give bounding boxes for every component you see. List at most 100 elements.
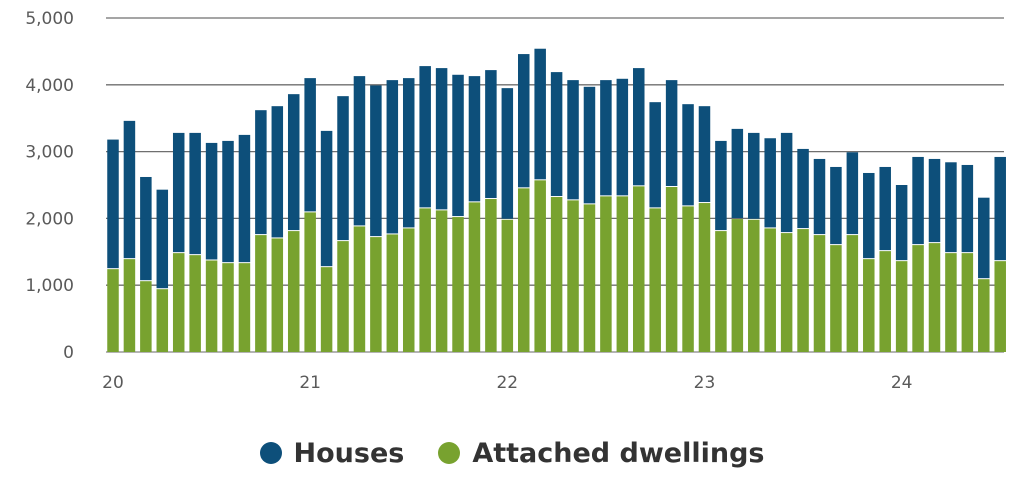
bar-houses[interactable] (583, 86, 596, 204)
bar-houses[interactable] (353, 76, 366, 226)
bar-attached-dwellings[interactable] (715, 231, 727, 352)
bar-attached-dwellings[interactable] (140, 281, 152, 352)
bar-houses[interactable] (863, 172, 875, 259)
bar-houses[interactable] (452, 74, 464, 217)
bar-houses[interactable] (813, 158, 826, 235)
bar-houses[interactable] (205, 142, 218, 260)
bar-attached-dwellings[interactable] (107, 269, 119, 352)
bar-attached-dwellings[interactable] (928, 243, 941, 352)
bar-attached-dwellings[interactable] (468, 202, 481, 352)
bar-houses[interactable] (402, 78, 415, 228)
bar-houses[interactable] (945, 162, 957, 253)
bar-attached-dwellings[interactable] (370, 237, 382, 352)
bar-houses[interactable] (961, 164, 974, 253)
bar-attached-dwellings[interactable] (846, 235, 859, 352)
bar-attached-dwellings[interactable] (830, 245, 842, 352)
bar-houses[interactable] (649, 102, 661, 208)
bar-attached-dwellings[interactable] (485, 199, 497, 352)
bar-houses[interactable] (978, 197, 990, 279)
bar-attached-dwellings[interactable] (863, 259, 875, 352)
bar-attached-dwellings[interactable] (452, 217, 464, 352)
bar-attached-dwellings[interactable] (567, 200, 579, 352)
bar-houses[interactable] (435, 68, 448, 210)
bar-houses[interactable] (895, 185, 908, 261)
bar-houses[interactable] (172, 132, 185, 253)
legend-item-attached-dwellings[interactable]: Attached dwellings (438, 438, 765, 469)
bar-attached-dwellings[interactable] (698, 203, 711, 352)
bar-attached-dwellings[interactable] (419, 208, 431, 352)
bar-houses[interactable] (337, 96, 349, 241)
bar-houses[interactable] (518, 54, 530, 188)
bar-attached-dwellings[interactable] (780, 233, 793, 352)
bar-attached-dwellings[interactable] (994, 261, 1006, 352)
bar-attached-dwellings[interactable] (222, 263, 234, 352)
bar-houses[interactable] (485, 70, 497, 199)
bar-houses[interactable] (846, 152, 859, 235)
bar-houses[interactable] (879, 166, 891, 251)
bar-houses[interactable] (698, 106, 711, 203)
bar-houses[interactable] (797, 148, 809, 229)
bar-attached-dwellings[interactable] (633, 186, 645, 352)
bar-attached-dwellings[interactable] (945, 253, 957, 352)
bar-attached-dwellings[interactable] (320, 267, 333, 352)
bar-attached-dwellings[interactable] (287, 231, 300, 352)
bar-houses[interactable] (748, 132, 760, 219)
bar-attached-dwellings[interactable] (238, 263, 251, 352)
bar-houses[interactable] (830, 166, 842, 245)
bar-houses[interactable] (665, 80, 678, 187)
bar-houses[interactable] (320, 130, 333, 267)
bar-houses[interactable] (764, 138, 776, 228)
bar-attached-dwellings[interactable] (731, 219, 744, 352)
bar-attached-dwellings[interactable] (682, 206, 694, 352)
bar-houses[interactable] (255, 110, 267, 235)
bar-attached-dwellings[interactable] (435, 210, 448, 352)
bar-attached-dwellings[interactable] (583, 204, 596, 352)
bar-attached-dwellings[interactable] (255, 235, 267, 352)
bar-attached-dwellings[interactable] (189, 255, 201, 352)
bar-houses[interactable] (271, 106, 284, 238)
bar-attached-dwellings[interactable] (337, 241, 349, 352)
bar-houses[interactable] (107, 139, 119, 269)
bar-houses[interactable] (731, 128, 744, 219)
bar-attached-dwellings[interactable] (534, 180, 546, 352)
bar-houses[interactable] (567, 80, 579, 200)
bar-attached-dwellings[interactable] (665, 187, 678, 352)
bar-houses[interactable] (600, 80, 612, 196)
bar-houses[interactable] (140, 176, 152, 281)
bar-attached-dwellings[interactable] (748, 219, 760, 352)
bar-houses[interactable] (123, 120, 136, 259)
bar-houses[interactable] (468, 76, 481, 202)
bar-attached-dwellings[interactable] (123, 259, 136, 352)
bar-houses[interactable] (419, 66, 431, 208)
bar-attached-dwellings[interactable] (271, 238, 284, 352)
bar-attached-dwellings[interactable] (649, 208, 661, 352)
bar-houses[interactable] (501, 88, 514, 219)
bar-houses[interactable] (682, 104, 694, 206)
bar-houses[interactable] (156, 189, 169, 289)
bar-attached-dwellings[interactable] (600, 196, 612, 352)
legend-item-houses[interactable]: Houses (259, 438, 404, 469)
bar-attached-dwellings[interactable] (304, 212, 316, 352)
bar-houses[interactable] (715, 140, 727, 231)
bar-attached-dwellings[interactable] (879, 251, 891, 352)
bar-attached-dwellings[interactable] (518, 188, 530, 352)
bar-houses[interactable] (616, 78, 629, 196)
bar-attached-dwellings[interactable] (813, 235, 826, 352)
bar-attached-dwellings[interactable] (616, 196, 629, 352)
bar-attached-dwellings[interactable] (895, 261, 908, 352)
bar-houses[interactable] (304, 78, 316, 212)
bar-houses[interactable] (780, 132, 793, 233)
bar-attached-dwellings[interactable] (961, 253, 974, 352)
bar-attached-dwellings[interactable] (764, 228, 776, 352)
bar-houses[interactable] (370, 85, 382, 237)
bar-houses[interactable] (550, 72, 563, 197)
bar-houses[interactable] (928, 158, 941, 243)
bar-attached-dwellings[interactable] (386, 234, 399, 352)
bar-attached-dwellings[interactable] (205, 260, 218, 352)
bar-attached-dwellings[interactable] (156, 289, 169, 352)
bar-houses[interactable] (633, 68, 645, 186)
bar-houses[interactable] (386, 80, 399, 234)
bar-attached-dwellings[interactable] (978, 279, 990, 352)
bar-houses[interactable] (238, 134, 251, 263)
bar-attached-dwellings[interactable] (797, 229, 809, 352)
